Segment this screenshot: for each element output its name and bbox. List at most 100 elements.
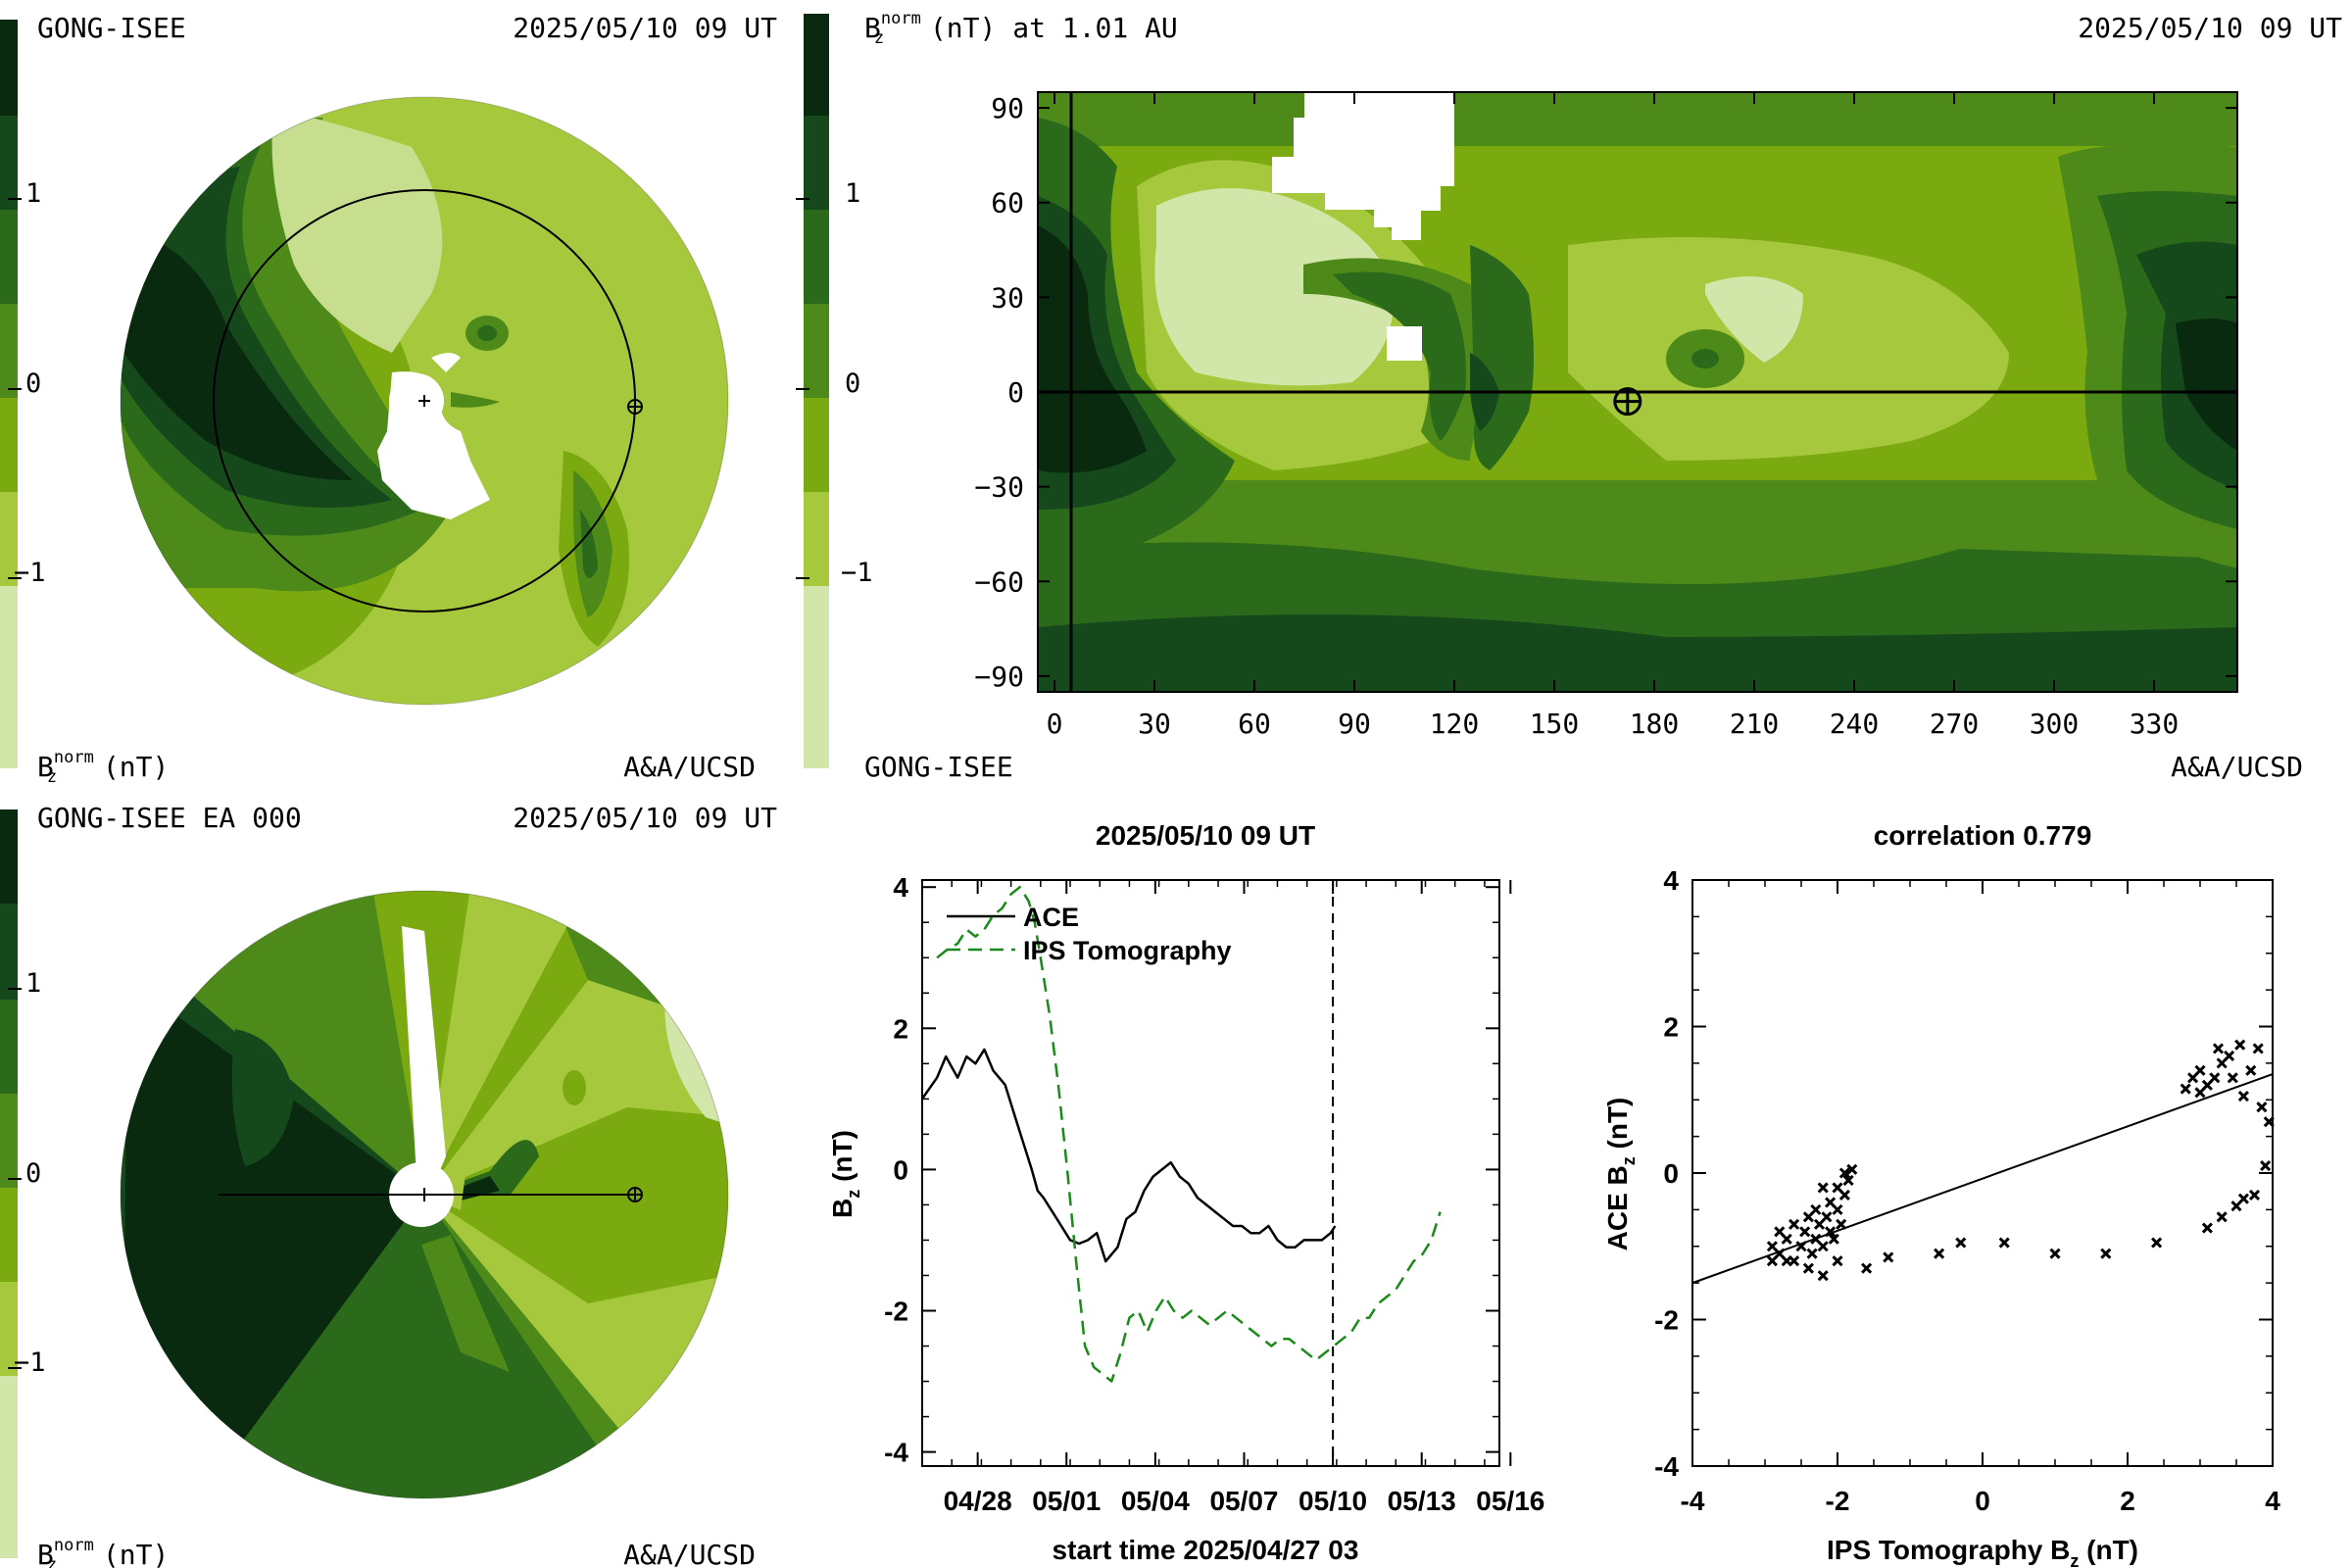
earth-marker-icon <box>627 1187 643 1202</box>
colorbar-tick-label: −1 <box>14 1348 46 1378</box>
x-tick-label: 0 <box>1975 1486 1990 1516</box>
scatter-point <box>1825 1226 1837 1238</box>
map-x-tick-label: 0 <box>1047 708 1063 740</box>
map-x-tick-label: 30 <box>1138 708 1171 740</box>
scatter-point <box>2201 1222 2213 1234</box>
scatter-point <box>2212 1043 2225 1054</box>
map-x-tick-label: 120 <box>1430 708 1480 740</box>
y-tick-label: 4 <box>1663 865 1679 896</box>
panel-timestamp: 2025/05/10 09 UT <box>513 802 777 834</box>
map-x-tick-label: 330 <box>2130 708 2180 740</box>
regression-line <box>1691 1073 2274 1285</box>
scatter-title: correlation 0.779 <box>1874 820 2092 851</box>
scatter-point <box>1828 1233 1839 1245</box>
scatter-point <box>2245 1064 2257 1076</box>
series-line-ips <box>936 885 1442 1383</box>
scatter-point <box>1998 1237 2010 1249</box>
colorbar-unit-label: Bnorm z (nT) <box>37 1536 169 1568</box>
panel-title-left: GONG-ISEE EA 000 <box>37 802 302 834</box>
x-tick-label: 05/10 <box>1298 1486 1367 1516</box>
map-y-tick-label: −60 <box>974 565 1024 598</box>
scatter-xlabel: IPS Tomography Bz (nT) <box>1827 1535 2138 1568</box>
colorbar-tick-label: −1 <box>14 558 46 588</box>
scatter-point <box>1836 1218 1847 1230</box>
map-x-tick-label: 150 <box>1530 708 1580 740</box>
colorbar-tick-label: 0 <box>25 368 41 399</box>
scatter-point <box>1861 1262 1873 1274</box>
panel-top-left: 1 0 −1 GONG-ISEE 2025/05/10 09 UT <box>0 12 777 787</box>
scatter-point <box>1934 1248 1945 1259</box>
panel-timestamp: 2025/05/10 09 UT <box>513 12 777 44</box>
map-x-tick-label: 60 <box>1238 708 1271 740</box>
scatter-point <box>1955 1237 1967 1249</box>
colorbar-tick-label: 1 <box>845 178 860 209</box>
x-tick-label: 05/07 <box>1209 1486 1278 1516</box>
scatter-point <box>2260 1159 2272 1172</box>
legend-label-ips: IPS Tomography <box>1023 936 1232 965</box>
map-axes: 0 30 60 90 120 150 180 210 240 270 300 3309060300−3… <box>974 92 2237 740</box>
x-tick-label: 05/16 <box>1476 1486 1544 1516</box>
x-tick-label: 04/28 <box>944 1486 1012 1516</box>
scatter-point <box>2216 1057 2228 1069</box>
scatter-point <box>1766 1255 1778 1267</box>
colorbar-tick-label: 1 <box>25 968 41 999</box>
y-tick-label: -2 <box>1654 1305 1679 1336</box>
scatter-point <box>1799 1226 1811 1238</box>
x-tick-label: 05/01 <box>1032 1486 1101 1516</box>
colorbar-bottom-left <box>0 809 22 1558</box>
scatter-point <box>1832 1203 1843 1215</box>
colorbar-unit-label: Bnorm z (nT) <box>37 748 169 787</box>
y-tick-label: -2 <box>884 1296 908 1326</box>
x-tick-label: 4 <box>2265 1486 2280 1516</box>
colorbar-tick-label: 0 <box>845 368 860 399</box>
scatter-point <box>1842 1174 1854 1187</box>
scatter-point <box>1806 1248 1818 1259</box>
timeseries-title: 2025/05/10 09 UT <box>1096 820 1315 851</box>
scatter-frame <box>1691 879 2274 1467</box>
scatter-point <box>1795 1241 1807 1252</box>
scatter-point <box>1846 1163 1858 1175</box>
x-tick-label: -4 <box>1681 1486 1705 1516</box>
colorbar-tick-label: 0 <box>25 1158 41 1189</box>
scatter-point <box>2194 1087 2206 1099</box>
colorbar-top-left <box>0 20 22 768</box>
map-y-tick-label: −90 <box>974 661 1024 693</box>
sun-marker-icon <box>418 395 430 407</box>
scatter-point <box>1817 1241 1829 1252</box>
earth-marker-icon <box>1613 387 1642 416</box>
scatter-point <box>2252 1043 2264 1054</box>
credit-label: A&A/UCSD <box>623 1539 756 1568</box>
scatter-ylabel: ACE Bz (nT) <box>1602 1098 1639 1251</box>
colorbar-map <box>796 14 829 768</box>
map-x-tick-label: 210 <box>1730 708 1780 740</box>
scatter-point <box>2216 1211 2228 1223</box>
legend: ACE IPS Tomography <box>947 903 1232 965</box>
y-tick-label: 0 <box>1663 1158 1679 1189</box>
panel-map: 1 0 −1 Bnorm z (nT) at 1.01 AU 2025/05/10… <box>796 9 2342 783</box>
map-y-tick-label: 0 <box>1007 376 1024 409</box>
scatter-point <box>1774 1226 1786 1238</box>
map-x-tick-label: 240 <box>1830 708 1880 740</box>
map-y-tick-label: −30 <box>974 471 1024 504</box>
earth-marker-icon <box>627 399 643 415</box>
scatter-point <box>2234 1039 2246 1051</box>
scatter-point <box>2227 1072 2238 1084</box>
colorbar-tick-label: −1 <box>841 558 873 588</box>
scatter-point <box>1802 1211 1814 1223</box>
series-line-ace <box>922 1048 1337 1263</box>
scatter-point <box>2180 1083 2191 1095</box>
y-tick-label: -4 <box>884 1438 908 1468</box>
y-tick-label: 2 <box>893 1013 908 1044</box>
map-y-tick-label: 90 <box>991 92 1024 124</box>
scatter-point <box>1832 1255 1843 1267</box>
colorbar-tick-label: 1 <box>25 178 41 209</box>
polar-map-top-left <box>121 97 728 705</box>
scatter-point <box>1817 1270 1829 1282</box>
x-tick-label: -2 <box>1826 1486 1850 1516</box>
scatter-point <box>1817 1182 1829 1194</box>
x-tick-label: 05/13 <box>1388 1486 1456 1516</box>
panel-bottom-left: 1 0 −1 GONG-ISEE EA 000 2025/05/10 09 UT <box>0 802 777 1568</box>
map-x-tick-label: 180 <box>1630 708 1680 740</box>
map-title: Bnorm z (nT) at 1.01 AU <box>864 9 1178 48</box>
